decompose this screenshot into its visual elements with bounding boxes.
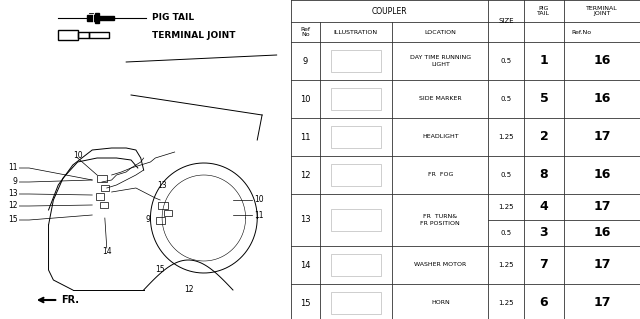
Text: 3: 3 [540, 226, 548, 240]
Text: LOCATION: LOCATION [424, 29, 456, 34]
Text: 12: 12 [8, 202, 17, 211]
Text: 0.5: 0.5 [500, 58, 511, 64]
Text: 12: 12 [300, 170, 310, 180]
Text: 1.25: 1.25 [499, 204, 514, 210]
Text: 16: 16 [593, 168, 611, 182]
Text: DAY TIME RUNNING
LIGHT: DAY TIME RUNNING LIGHT [410, 56, 471, 67]
Text: 9: 9 [13, 177, 17, 187]
Text: 15: 15 [8, 216, 17, 225]
Bar [97, 174, 107, 182]
Bar [58, 30, 77, 40]
Text: 1.25: 1.25 [499, 134, 514, 140]
Text: TERMINAL JOINT: TERMINAL JOINT [152, 31, 236, 40]
Text: Ref
No: Ref No [300, 26, 310, 37]
Text: 17: 17 [593, 201, 611, 213]
Text: 13: 13 [300, 216, 310, 225]
Text: 11: 11 [300, 132, 310, 142]
Text: 16: 16 [593, 226, 611, 240]
Bar [331, 254, 381, 276]
Text: HEADLIGHT: HEADLIGHT [422, 135, 459, 139]
Text: 0.5: 0.5 [500, 96, 511, 102]
Text: WASHER MOTOR: WASHER MOTOR [414, 263, 467, 268]
Bar [77, 32, 90, 38]
Text: 14: 14 [300, 261, 310, 270]
Text: SIZE: SIZE [498, 18, 514, 24]
Text: Ref.No: Ref.No [572, 29, 592, 34]
Text: SIDE MARKER: SIDE MARKER [419, 97, 461, 101]
Text: 15: 15 [300, 299, 310, 308]
Text: 11: 11 [8, 164, 17, 173]
Bar [95, 192, 104, 199]
Text: 4: 4 [540, 201, 548, 213]
Text: 1.25: 1.25 [499, 300, 514, 306]
Text: FR  TURN&
FR POSITION: FR TURN& FR POSITION [420, 214, 460, 226]
Text: COUPLER: COUPLER [372, 6, 408, 16]
Text: 10: 10 [300, 94, 310, 103]
Text: PIG
TAIL: PIG TAIL [538, 6, 550, 16]
Text: FR.: FR. [61, 295, 79, 305]
Text: 12: 12 [184, 286, 194, 294]
Text: 17: 17 [593, 258, 611, 271]
Bar [331, 50, 381, 72]
Text: 1: 1 [540, 55, 548, 68]
Bar [331, 164, 381, 186]
Text: HORN: HORN [431, 300, 450, 306]
Text: 2: 2 [540, 130, 548, 144]
Text: 16: 16 [593, 55, 611, 68]
Text: ILLUSTRATION: ILLUSTRATION [334, 29, 378, 34]
Text: 7: 7 [540, 258, 548, 271]
Bar [156, 217, 164, 224]
Text: 13: 13 [157, 181, 167, 189]
Bar [164, 210, 172, 216]
Text: 9: 9 [145, 216, 150, 225]
Text: 17: 17 [593, 296, 611, 309]
Bar [90, 32, 109, 38]
Text: 1.25: 1.25 [499, 262, 514, 268]
Bar [331, 209, 381, 231]
Text: 17: 17 [593, 130, 611, 144]
Bar [87, 15, 95, 21]
Text: 0.5: 0.5 [500, 172, 511, 178]
Bar [331, 88, 381, 110]
Bar [99, 16, 113, 20]
Text: 9: 9 [303, 56, 308, 65]
Text: 10: 10 [73, 151, 83, 160]
Text: 5: 5 [540, 93, 548, 106]
Text: FR  FOG: FR FOG [428, 173, 453, 177]
Text: 13: 13 [8, 189, 17, 198]
Text: 16: 16 [593, 93, 611, 106]
Text: 8: 8 [540, 168, 548, 182]
Bar [158, 202, 168, 209]
Text: 14: 14 [102, 248, 111, 256]
Bar [100, 202, 108, 208]
Text: 0.5: 0.5 [500, 230, 511, 236]
Bar [101, 185, 109, 191]
Text: 11: 11 [254, 211, 264, 220]
Text: PIG TAIL: PIG TAIL [152, 13, 195, 23]
Text: 10: 10 [254, 196, 264, 204]
Text: 15: 15 [156, 265, 165, 275]
Text: TERMINAL
JOINT: TERMINAL JOINT [586, 6, 618, 16]
Bar [95, 13, 99, 23]
Text: 6: 6 [540, 296, 548, 309]
Bar [331, 126, 381, 148]
Bar [331, 292, 381, 314]
